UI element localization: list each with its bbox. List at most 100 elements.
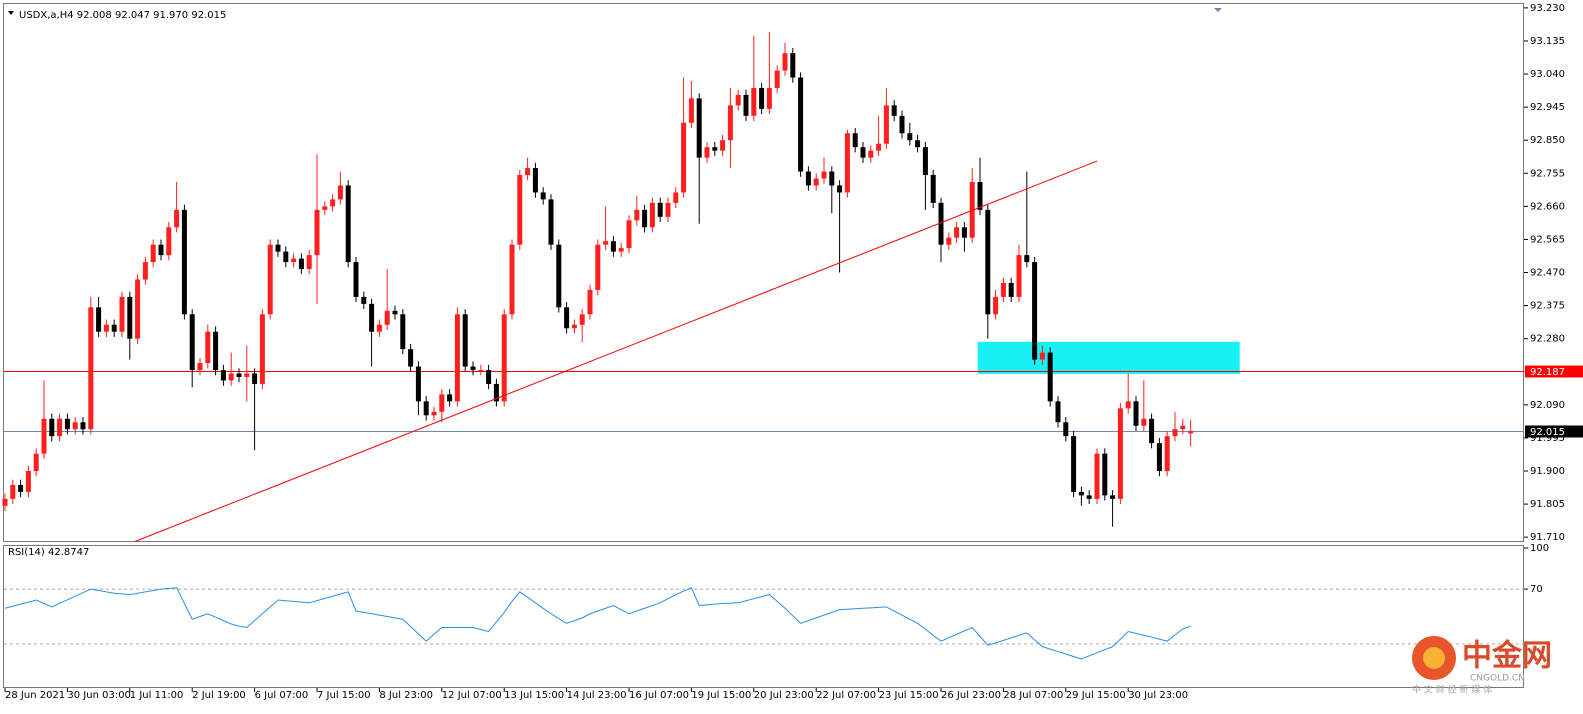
candle-body	[977, 181, 983, 210]
candle-body	[1117, 408, 1123, 499]
candle-body	[821, 171, 827, 179]
candle-body	[649, 202, 655, 228]
x-tick-label: 13 Jul 15:00	[504, 690, 564, 701]
candle-body	[564, 307, 570, 329]
candle-body	[993, 296, 999, 315]
y-tick-label: 92.945	[1530, 102, 1565, 113]
y-tick-label: 92.470	[1530, 268, 1565, 279]
candle-body	[743, 94, 749, 116]
rsi-line	[4, 587, 1191, 660]
y-tick-label: 100	[1530, 543, 1549, 554]
candle-body	[1016, 255, 1022, 297]
x-tick-label: 19 Jul 15:00	[691, 690, 751, 701]
candle-body	[415, 366, 421, 402]
candle-body	[727, 105, 733, 141]
candle-body	[1094, 453, 1100, 499]
candle-body	[150, 244, 156, 263]
rsi-title: RSI(14)	[8, 547, 45, 558]
y-tick-label: 91.805	[1530, 499, 1565, 510]
candle-body	[236, 373, 242, 377]
candle-body	[314, 209, 320, 256]
candle-body	[1063, 422, 1069, 437]
candle-body	[922, 147, 928, 176]
y-tick-label: 92.755	[1530, 168, 1565, 179]
candle-body	[610, 241, 616, 252]
candle-body	[41, 418, 47, 454]
candle-body	[493, 383, 499, 402]
candle-body	[837, 185, 843, 193]
candle-body	[930, 175, 936, 203]
candle-body	[688, 98, 694, 123]
x-tick-label: 1 Jul 11:00	[130, 690, 184, 701]
candle-body	[18, 484, 24, 492]
candle-body	[96, 307, 102, 332]
candle-body	[166, 227, 172, 256]
support-zone	[977, 341, 1240, 374]
candle-body	[1164, 436, 1170, 472]
y-tick-label: 93.135	[1530, 36, 1565, 47]
candle-body	[135, 279, 141, 339]
candle-body	[486, 370, 492, 384]
main-panel	[3, 3, 1524, 542]
candle-body	[735, 94, 741, 106]
candle-body	[220, 370, 226, 381]
x-tick-label: 7 Jul 15:00	[317, 690, 371, 701]
candle-body	[400, 314, 406, 350]
candle-body	[1156, 443, 1162, 472]
candle-body	[1102, 453, 1108, 496]
candle-body	[1180, 425, 1186, 430]
candle-body	[868, 150, 874, 158]
candle-body	[337, 185, 343, 200]
candle-body	[283, 251, 289, 263]
candle-body	[1172, 429, 1178, 437]
candle-body	[470, 366, 476, 371]
candle-body	[525, 168, 531, 176]
candle-body	[119, 296, 125, 332]
candle-body	[111, 324, 117, 332]
watermark-site: CNGOLD.CN	[1470, 674, 1525, 684]
candle-body	[181, 209, 187, 315]
y-tick-label: 92.565	[1530, 234, 1565, 245]
candle-body	[158, 244, 164, 256]
x-tick-label: 23 Jul 15:00	[879, 690, 939, 701]
candle-body	[1086, 495, 1092, 499]
x-tick-label: 26 Jul 23:00	[941, 690, 1001, 701]
candle-body	[103, 324, 109, 332]
watermark: 中金网 CNGOLD.CN 中 文 财 经 新 媒 体	[1412, 636, 1552, 696]
candle-body	[244, 373, 250, 377]
rsi-panel	[3, 545, 1524, 688]
candle-body	[1055, 401, 1061, 423]
candle-body	[1024, 255, 1030, 263]
candle-body	[376, 324, 382, 332]
y-tick-label: 70	[1530, 584, 1543, 595]
candle-body	[1188, 430, 1194, 434]
rsi-header: RSI(14) 42.8747	[8, 547, 89, 558]
candle-body	[1149, 418, 1155, 444]
candle-body	[579, 314, 585, 325]
candle-body	[946, 237, 952, 245]
candle-body	[1110, 495, 1116, 499]
x-tick-label: 30 Jun 03:00	[67, 690, 131, 701]
candle-body	[961, 227, 967, 238]
candle-body	[673, 192, 679, 203]
y-tick-label: 92.375	[1530, 301, 1565, 312]
x-tick-label: 12 Jul 07:00	[442, 690, 502, 701]
candle-body	[899, 115, 905, 134]
candle-body	[642, 209, 648, 228]
candle-body	[322, 206, 328, 210]
y-tick-label: 92.280	[1530, 334, 1565, 345]
x-tick-label: 6 Jul 07:00	[255, 690, 309, 701]
candle-body	[306, 255, 312, 270]
candle-body	[876, 143, 882, 151]
candle-body	[1071, 436, 1077, 492]
y-tick-label: 92.090	[1530, 400, 1565, 411]
candle-body	[298, 258, 304, 270]
candle-body	[423, 401, 429, 416]
menu-arrow	[8, 11, 14, 15]
candle-body	[197, 363, 203, 371]
candle-body	[985, 209, 991, 315]
y-tick-label: 91.710	[1530, 532, 1565, 543]
trendline	[135, 160, 1098, 542]
candle-body	[501, 314, 507, 402]
